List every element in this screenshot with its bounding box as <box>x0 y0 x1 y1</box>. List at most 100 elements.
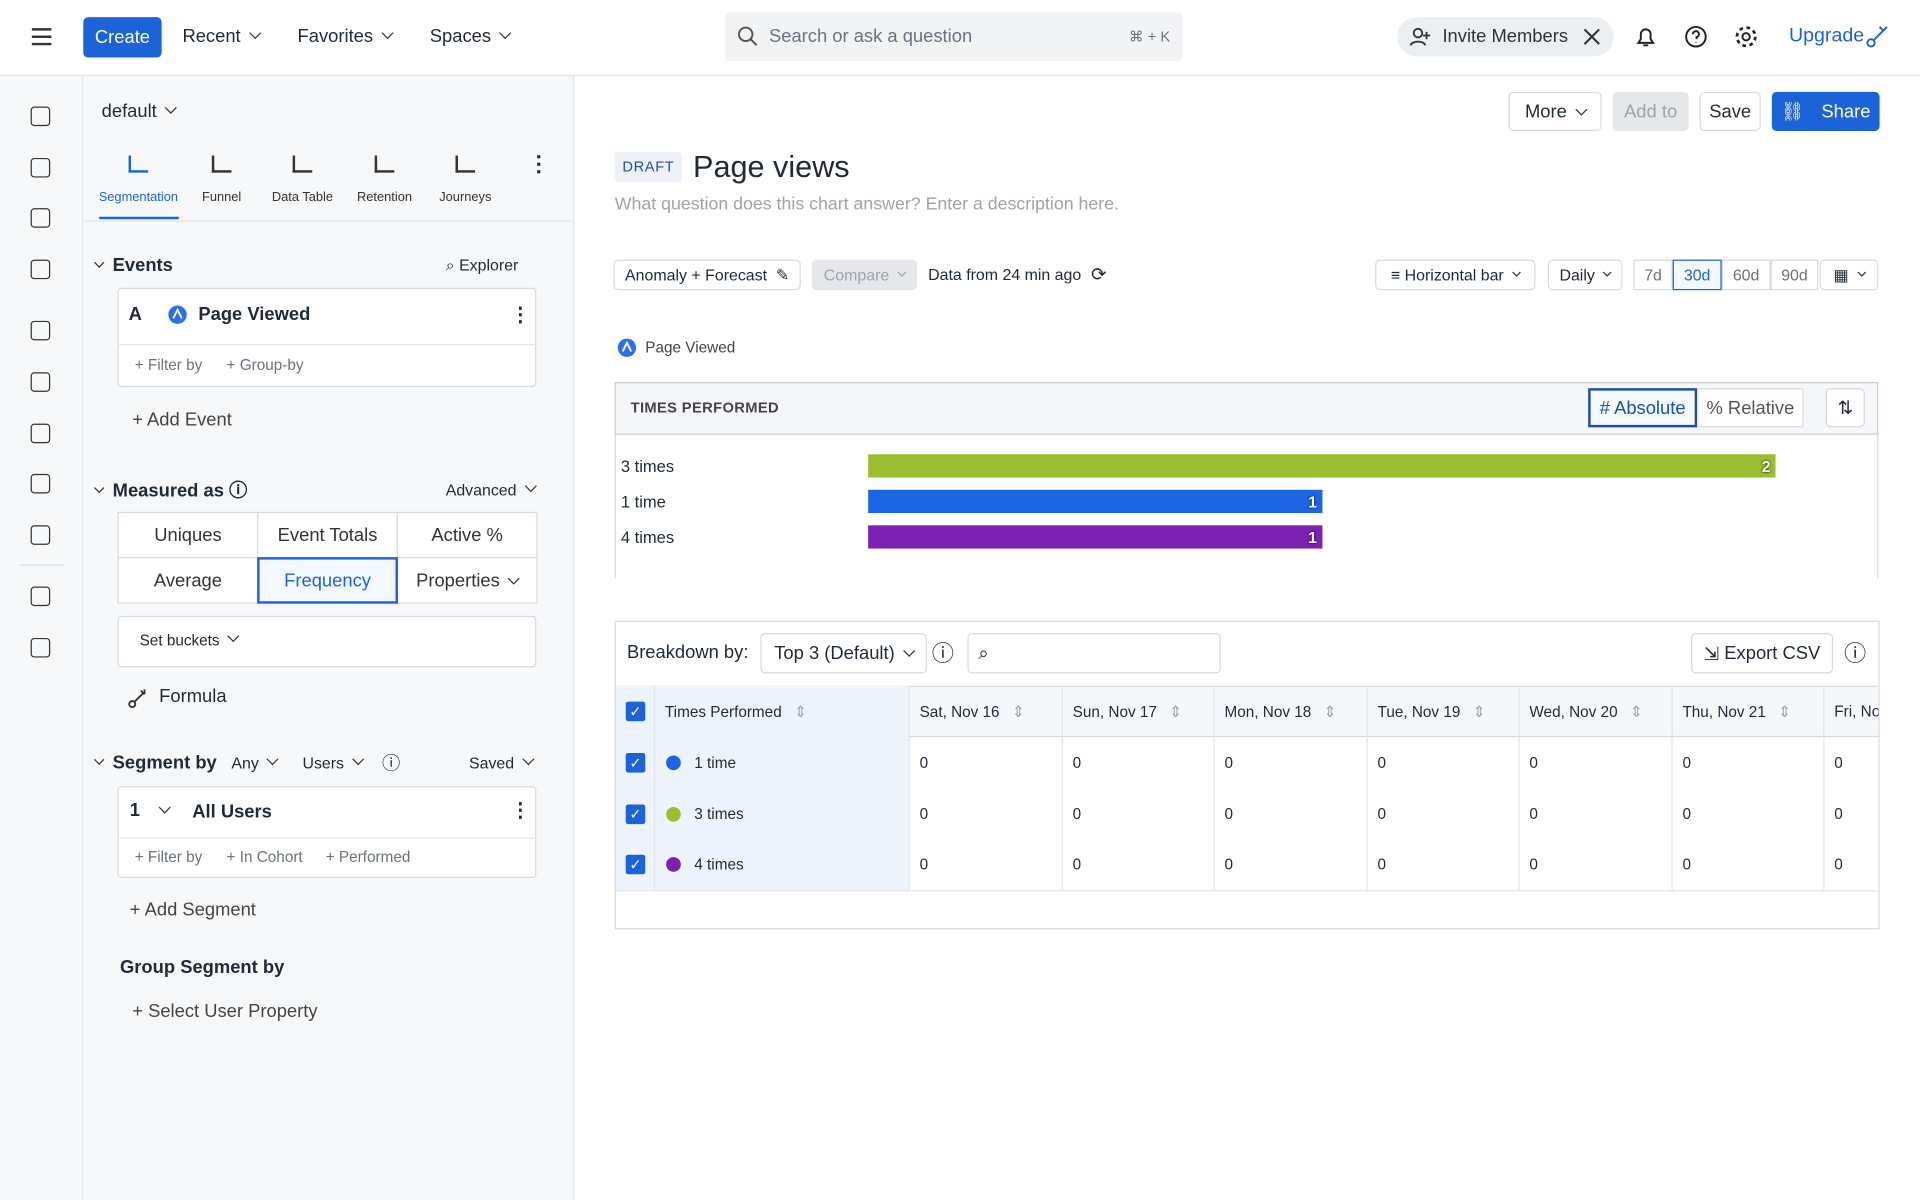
tab-icon[interactable] <box>455 155 476 173</box>
nav-menu[interactable]: Recent <box>182 26 261 47</box>
add-event[interactable]: + Add Event <box>132 409 232 431</box>
settings-icon[interactable] <box>1734 24 1758 48</box>
column-header[interactable]: Wed, Nov 20 ⇕ <box>1529 702 1642 720</box>
rail-icon[interactable] <box>30 372 51 392</box>
measure-option[interactable]: Properties <box>396 557 538 604</box>
rail-icon[interactable] <box>30 473 51 494</box>
header-button[interactable]: More <box>1508 91 1602 132</box>
rail-icon[interactable] <box>30 208 51 228</box>
chart-toggle[interactable]: # Absolute <box>1588 388 1698 428</box>
header-button[interactable]: ⛓ Share <box>1771 91 1880 132</box>
tab-icon[interactable] <box>292 155 313 173</box>
create-button[interactable]: Create <box>83 17 162 58</box>
row-checkbox[interactable]: ✓ <box>625 854 646 875</box>
measure-option[interactable]: Frequency <box>257 557 398 604</box>
column-header[interactable]: Sun, Nov 17 ⇕ <box>1073 702 1182 720</box>
measure-option[interactable]: Active % <box>396 511 538 559</box>
upgrade-link[interactable]: Upgrade <box>1788 25 1865 47</box>
tab-icon[interactable] <box>374 155 395 173</box>
chart-toggle[interactable]: % Relative <box>1697 388 1804 428</box>
export-button[interactable]: ⇲ Export CSV <box>1691 633 1834 674</box>
measure-option[interactable]: Event Totals <box>257 511 398 559</box>
column-header[interactable]: Thu, Nov 21 ⇕ <box>1682 702 1790 720</box>
sort-icon[interactable]: ⇕ <box>1629 703 1643 721</box>
measure-option[interactable]: Average <box>117 557 259 604</box>
rail-icon[interactable] <box>30 525 51 545</box>
any-menu[interactable]: Any <box>231 753 280 772</box>
tab-icon[interactable] <box>211 155 232 173</box>
rail-icon[interactable] <box>30 320 51 341</box>
segment-action[interactable]: + In Cohort <box>226 848 303 866</box>
select-property[interactable]: + Select User Property <box>132 1001 318 1022</box>
bell-icon[interactable] <box>1633 24 1657 48</box>
sort-icon[interactable]: ⇕ <box>1169 703 1182 721</box>
advanced-menu[interactable]: Advanced <box>446 480 537 499</box>
sort-icon[interactable]: ⇕ <box>793 703 807 721</box>
event-name[interactable]: Page Viewed <box>198 304 311 326</box>
chart-description[interactable]: What question does this chart answer? En… <box>614 194 1120 215</box>
breakdown-search[interactable]: ⌕ <box>967 633 1221 674</box>
sort-icon[interactable]: ⇕ <box>1778 703 1791 721</box>
rail-icon[interactable] <box>30 637 51 658</box>
sort-icon[interactable]: ⇕ <box>1011 703 1025 721</box>
column-header[interactable]: Times Performed ⇕ <box>665 702 807 720</box>
range-button[interactable]: 30d <box>1672 259 1722 291</box>
column-header[interactable]: Tue, Nov 19 ⇕ <box>1378 702 1486 720</box>
info-icon[interactable]: ⓘ <box>382 753 401 775</box>
tab-label[interactable]: Journeys <box>439 189 492 205</box>
rail-icon[interactable] <box>30 259 51 280</box>
header-button[interactable]: Save <box>1699 91 1761 132</box>
range-button[interactable]: 60d <box>1721 259 1771 291</box>
segment-name[interactable]: All Users <box>192 801 272 823</box>
rail-icon[interactable] <box>30 157 51 178</box>
segment-menu[interactable]: ⋮ <box>510 800 531 822</box>
sort-icon[interactable]: ⇕ <box>1472 703 1486 721</box>
users-menu[interactable]: Users <box>302 753 365 772</box>
measure-option[interactable]: Uniques <box>117 511 259 559</box>
events-heading[interactable]: Events <box>93 255 173 276</box>
range-button[interactable]: 90d <box>1770 259 1819 291</box>
invite-pill[interactable] <box>1397 17 1614 57</box>
chart-type-button[interactable]: ≡ Horizontal bar <box>1375 259 1536 291</box>
group-link[interactable]: + Group-by <box>226 356 304 374</box>
chart-title[interactable]: Page views <box>693 150 850 185</box>
info-icon[interactable]: ⓘ <box>1844 641 1867 667</box>
rail-icon[interactable] <box>30 586 51 607</box>
project-name[interactable]: default <box>102 101 177 122</box>
column-header[interactable]: Fri, No <box>1834 703 1878 720</box>
range-button[interactable]: 7d <box>1633 259 1673 291</box>
event-menu[interactable]: ⋮ <box>510 304 531 326</box>
breakdown-select[interactable]: Top 3 (Default) <box>760 633 927 674</box>
menu-icon[interactable] <box>29 26 53 48</box>
sort-button[interactable]: ⇅ <box>1825 388 1865 428</box>
more-tabs[interactable]: ⋮ <box>527 151 550 176</box>
saved-menu[interactable]: Saved <box>469 753 535 772</box>
search-box[interactable] <box>724 12 1183 62</box>
nav-menu[interactable]: Spaces <box>430 26 512 47</box>
segment-heading[interactable]: Segment by <box>93 752 217 773</box>
add-segment[interactable]: + Add Segment <box>129 899 256 921</box>
tab-label[interactable]: Retention <box>356 189 413 205</box>
explorer-link[interactable]: ⌕ Explorer <box>445 255 519 275</box>
segment-action[interactable]: + Performed <box>325 848 411 866</box>
formula[interactable]: Formula <box>159 686 227 708</box>
nav-menu[interactable]: Favorites <box>298 26 394 47</box>
tab-label[interactable]: Segmentation <box>98 189 179 205</box>
rail-icon[interactable] <box>30 106 51 127</box>
bar[interactable] <box>868 489 1322 514</box>
tab-label[interactable]: Funnel <box>201 189 242 205</box>
rail-icon[interactable] <box>30 423 51 444</box>
segment-action[interactable]: + Filter by <box>134 848 203 866</box>
tab-icon[interactable] <box>128 155 149 173</box>
anomaly-button[interactable]: Anomaly + Forecast ✎ <box>613 259 801 291</box>
close-icon[interactable] <box>1583 28 1600 45</box>
bar[interactable] <box>868 525 1322 549</box>
buckets-box[interactable] <box>117 615 537 668</box>
row-checkbox[interactable]: ✓ <box>625 803 646 824</box>
help-icon[interactable] <box>1684 24 1708 48</box>
info-icon[interactable]: ⓘ <box>931 641 954 667</box>
column-header[interactable]: Sat, Nov 16 ⇕ <box>920 702 1025 720</box>
tab-label[interactable]: Data Table <box>271 189 334 205</box>
select-all-checkbox[interactable]: ✓ <box>625 701 646 722</box>
sort-icon[interactable]: ⇕ <box>1323 703 1337 721</box>
